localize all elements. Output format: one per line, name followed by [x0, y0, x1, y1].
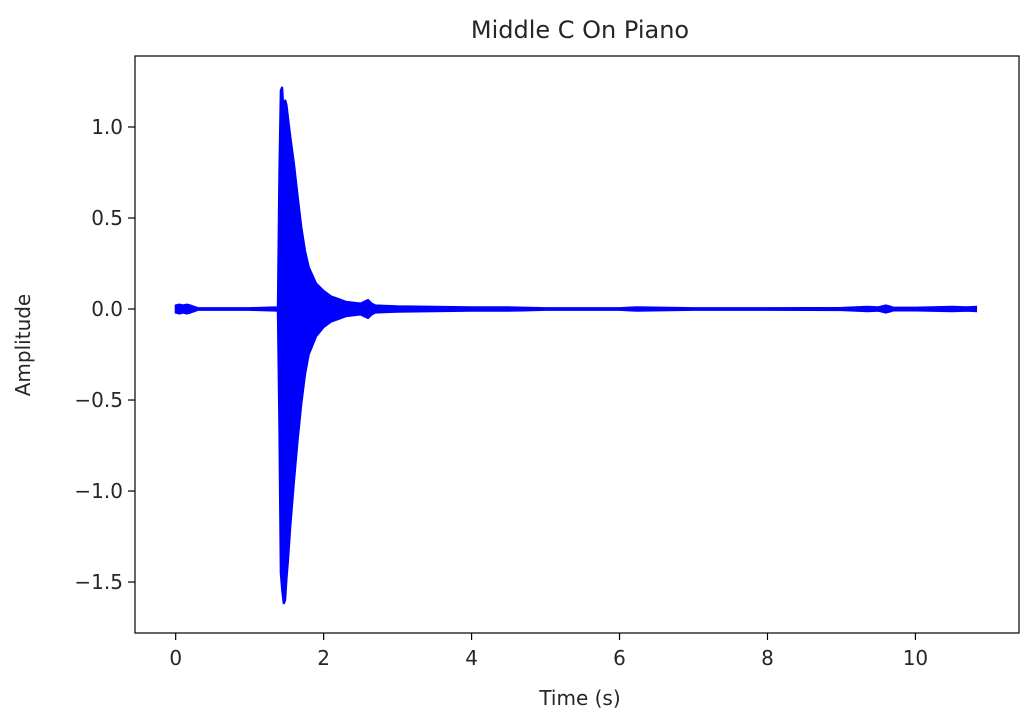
x-tick-label: 2	[317, 646, 330, 670]
axes-frame	[134, 55, 1020, 634]
x-tick-label: 6	[613, 646, 626, 670]
y-tick-label: −1.5	[74, 570, 123, 594]
y-tick-label: −1.0	[74, 479, 123, 503]
x-axis: 0 2 4 6 8 10	[169, 633, 928, 670]
y-tick-label: −0.5	[74, 388, 123, 412]
x-tick-label: 8	[761, 646, 774, 670]
y-axis: 1.0 0.5 0.0 −0.5 −1.0 −1.5	[74, 115, 135, 594]
y-tick-label: 0.5	[91, 206, 123, 230]
x-tick-label: 4	[465, 646, 478, 670]
y-tick-label: 0.0	[91, 297, 123, 321]
x-axis-label: Time (s)	[538, 686, 620, 710]
x-tick-label: 0	[169, 646, 182, 670]
plot-area	[174, 86, 978, 605]
waveform-series	[174, 86, 978, 605]
y-tick-label: 1.0	[91, 115, 123, 139]
chart-title: Middle C On Piano	[471, 16, 689, 44]
y-axis-label: Amplitude	[11, 294, 35, 397]
x-tick-label: 10	[903, 646, 928, 670]
